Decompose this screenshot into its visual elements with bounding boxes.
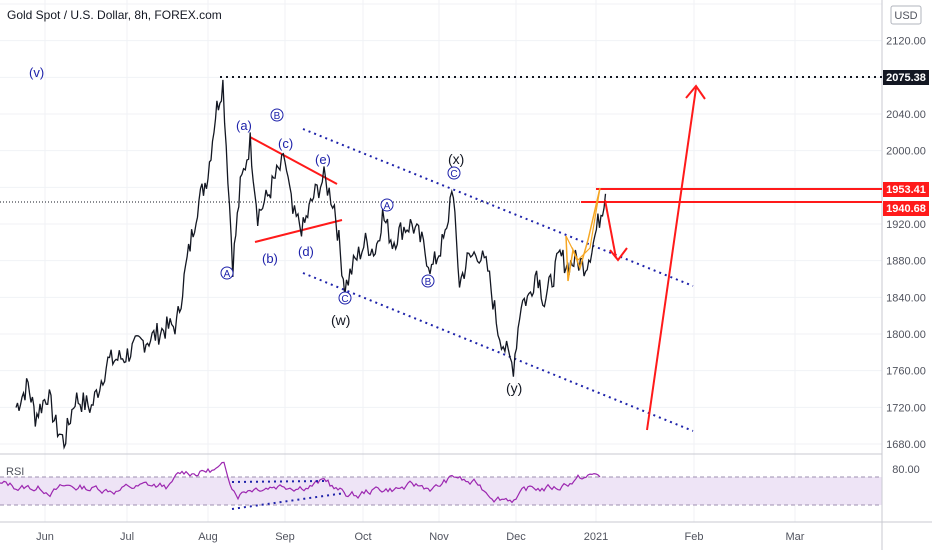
rsi-label: RSI bbox=[6, 466, 24, 478]
wave-label-c: (c) bbox=[278, 136, 293, 151]
wave-label-v: (v) bbox=[29, 65, 44, 80]
x-tick-label: Mar bbox=[786, 531, 805, 543]
y-tick-label: 2000.00 bbox=[886, 146, 926, 158]
level-pill-2075: 2075.38 bbox=[883, 70, 929, 85]
x-tick-label: Jul bbox=[120, 531, 134, 543]
x-tick-label: Sep bbox=[275, 531, 295, 543]
rsi-series bbox=[0, 461, 601, 504]
circled-c-2: C bbox=[447, 166, 461, 180]
svg-text:USD: USD bbox=[894, 10, 917, 22]
chart-title: Gold Spot / U.S. Dollar, 8h, FOREX.com bbox=[7, 8, 222, 22]
x-tick-label: Nov bbox=[429, 531, 449, 543]
y-tick-label: 1880.00 bbox=[886, 256, 926, 268]
price-axis[interactable]: 2120.002080.002040.002000.001960.001920.… bbox=[886, 36, 926, 451]
rsi-band bbox=[0, 477, 882, 505]
circled-b-1: B bbox=[270, 108, 284, 122]
wave-label-d: (d) bbox=[298, 244, 314, 259]
x-tick-label: Jun bbox=[36, 531, 54, 543]
projection-down bbox=[604, 199, 617, 259]
price-series bbox=[15, 79, 607, 450]
rsi-div-lower bbox=[231, 492, 346, 510]
level-pill-1940: 1940.68 bbox=[883, 201, 929, 216]
rsi-axis-label: 80.00 bbox=[892, 464, 920, 476]
x-tick-label: Dec bbox=[506, 531, 526, 543]
wave-label-b: (b) bbox=[262, 251, 278, 266]
svg-text:A: A bbox=[384, 201, 391, 212]
y-tick-label: 1760.00 bbox=[886, 366, 926, 378]
wave-label-a: (a) bbox=[236, 118, 252, 133]
y-tick-label: 1720.00 bbox=[886, 402, 926, 414]
svg-text:C: C bbox=[341, 294, 348, 305]
circled-b-2: B bbox=[421, 274, 435, 288]
time-axis[interactable]: Jun Jul Aug Sep Oct Nov Dec 2021 Feb Mar bbox=[36, 531, 805, 543]
svg-text:1940.68: 1940.68 bbox=[886, 203, 926, 215]
y-tick-label: 1800.00 bbox=[886, 329, 926, 341]
x-tick-label: Oct bbox=[354, 531, 371, 543]
svg-text:B: B bbox=[274, 111, 281, 122]
triangle-lower bbox=[254, 219, 343, 243]
svg-text:1953.41: 1953.41 bbox=[886, 184, 926, 196]
svg-text:2075.38: 2075.38 bbox=[886, 72, 926, 84]
arrow-down-icon bbox=[609, 247, 628, 262]
channel-upper bbox=[302, 128, 694, 287]
arrow-up-icon bbox=[685, 84, 706, 100]
level-pill-1953: 1953.41 bbox=[883, 182, 929, 197]
y-tick-label: 1920.00 bbox=[886, 219, 926, 231]
circled-a-2: A bbox=[380, 198, 394, 212]
y-tick-label: 1680.00 bbox=[886, 439, 926, 451]
wedge-upper bbox=[565, 187, 601, 282]
x-tick-label: 2021 bbox=[584, 531, 608, 543]
svg-text:C: C bbox=[450, 169, 457, 180]
circled-a-1: A bbox=[220, 266, 234, 280]
currency-badge[interactable]: USD bbox=[890, 5, 922, 25]
x-tick-label: Aug bbox=[198, 531, 218, 543]
wedge-lower bbox=[565, 187, 601, 262]
wave-label-e: (e) bbox=[315, 152, 331, 167]
projection-up bbox=[646, 87, 697, 431]
y-tick-label: 2120.00 bbox=[886, 36, 926, 48]
y-tick-label: 2040.00 bbox=[886, 109, 926, 121]
channel-lower bbox=[302, 272, 694, 432]
grid bbox=[0, 0, 882, 522]
svg-text:B: B bbox=[425, 277, 432, 288]
wave-label-y: (y) bbox=[506, 380, 522, 396]
wave-label-w: (w) bbox=[331, 312, 350, 328]
circled-c-1: C bbox=[338, 291, 352, 305]
x-tick-label: Feb bbox=[685, 531, 704, 543]
wave-label-x: (x) bbox=[448, 151, 464, 167]
svg-text:A: A bbox=[224, 269, 231, 280]
y-tick-label: 1840.00 bbox=[886, 292, 926, 304]
